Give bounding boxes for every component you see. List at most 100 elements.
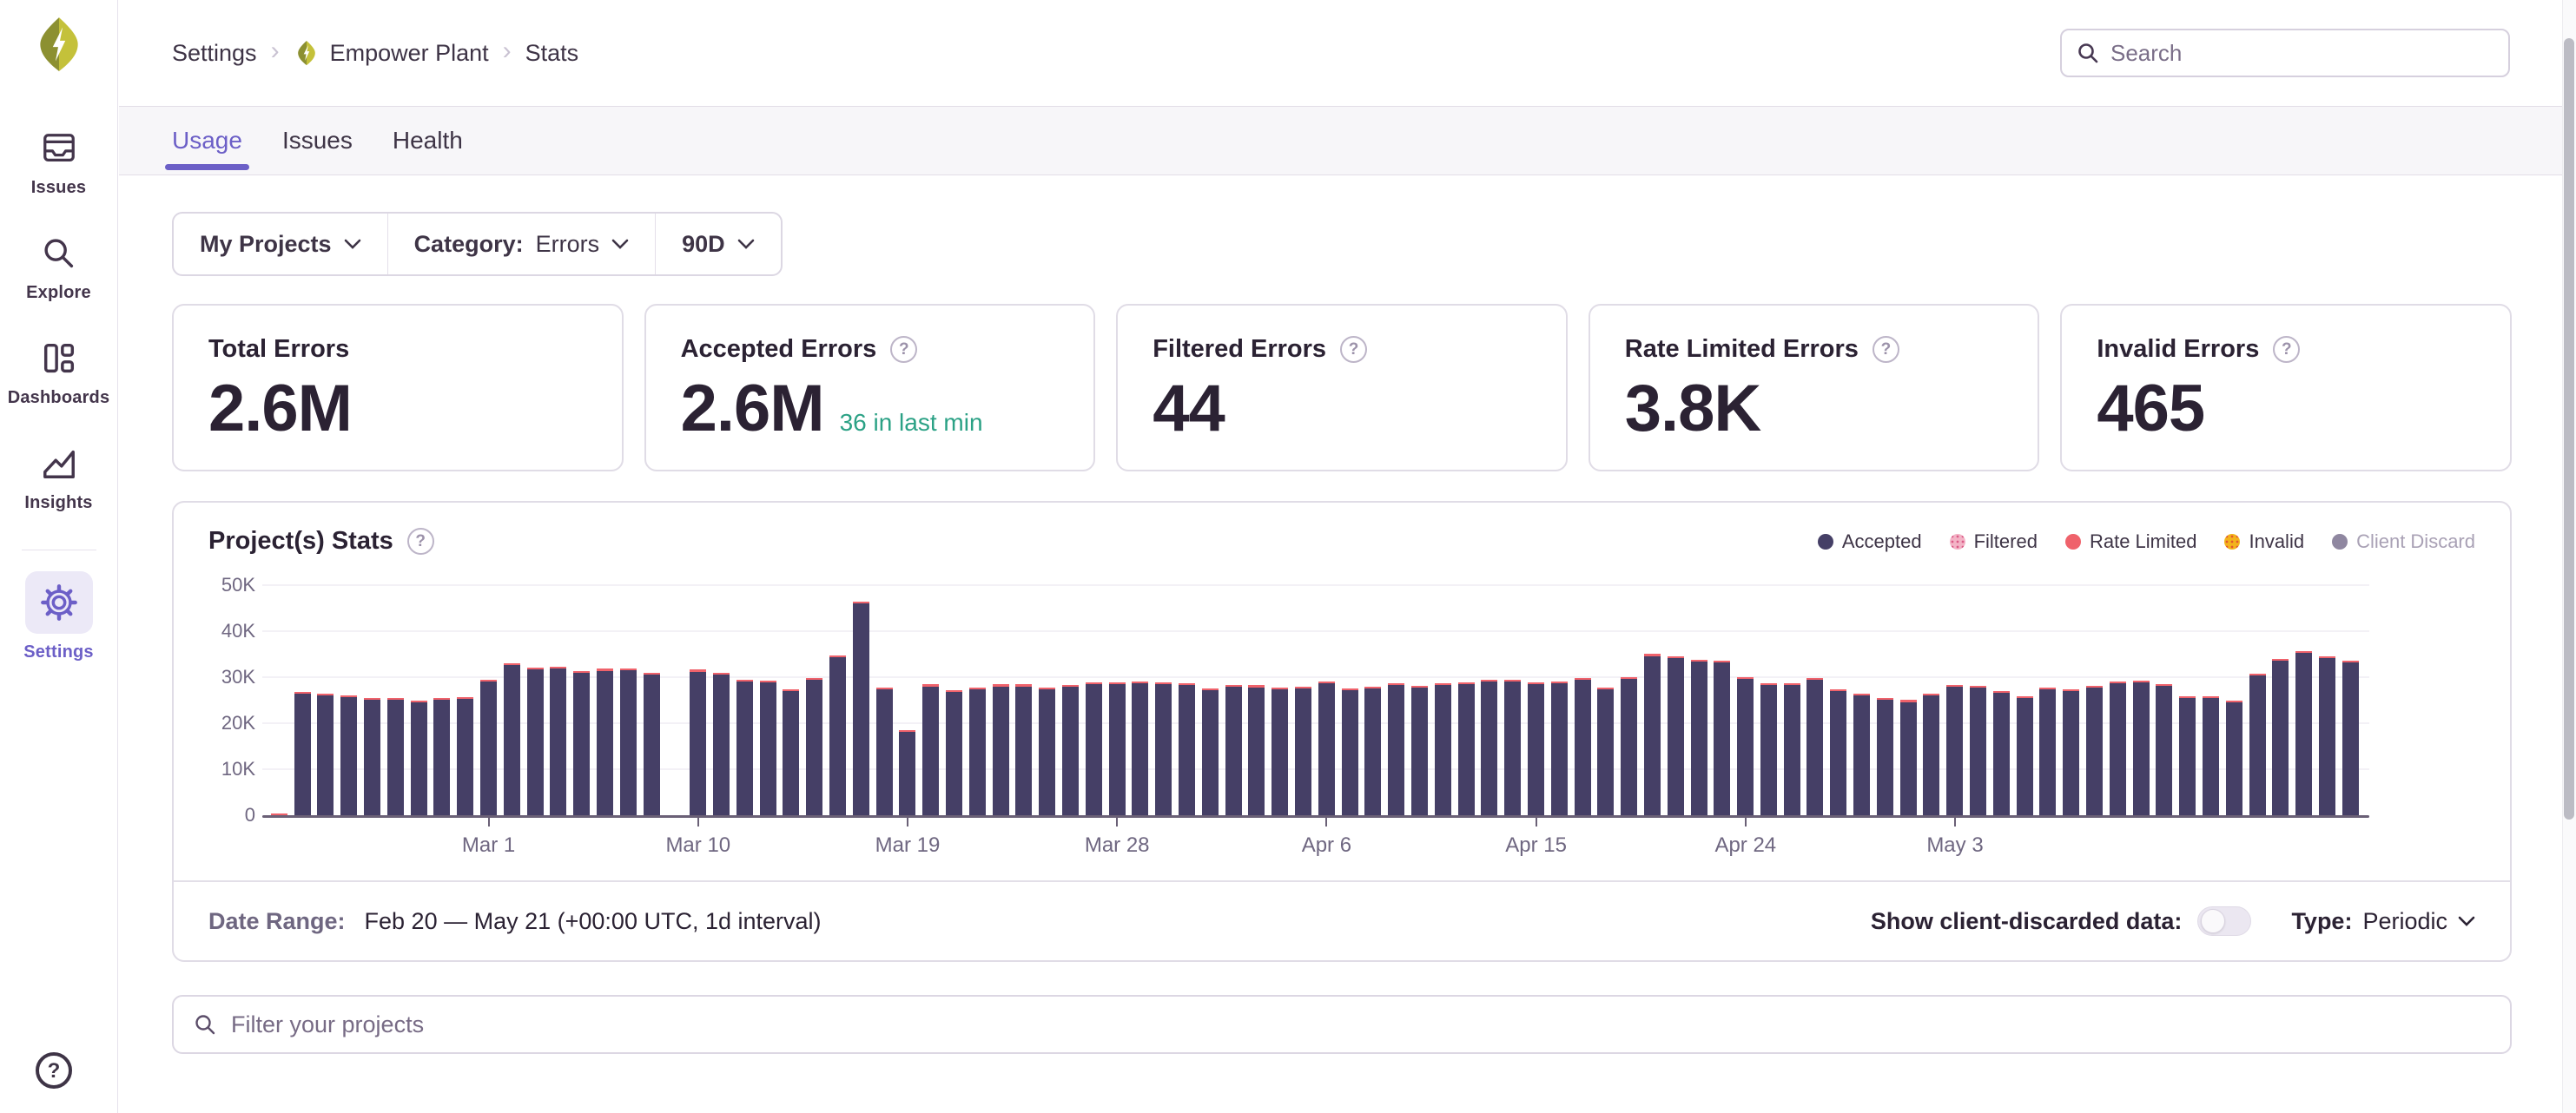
chart-bar[interactable] <box>1039 688 1056 816</box>
chart-bar[interactable] <box>2156 683 2173 816</box>
tab-usage[interactable]: Usage <box>165 107 249 175</box>
chart-bar[interactable] <box>1155 682 1172 816</box>
chart-bar[interactable] <box>1667 656 1684 816</box>
legend-item-client-discard[interactable]: Client Discard <box>2332 530 2475 553</box>
chart-bar[interactable] <box>457 697 474 816</box>
chart-bar[interactable] <box>2249 673 2266 816</box>
chart-bar[interactable] <box>1992 690 2010 816</box>
chart-bar[interactable] <box>643 672 660 816</box>
help-button[interactable]: ? <box>31 1048 76 1097</box>
chart-bar[interactable] <box>1643 654 1661 816</box>
chart-bar[interactable] <box>1457 682 1475 816</box>
chart-bar[interactable] <box>1550 681 1568 816</box>
chart-bar[interactable] <box>968 687 986 816</box>
chart-bar[interactable] <box>1853 694 1871 816</box>
chart-bar[interactable] <box>2179 696 2196 816</box>
chart-bar[interactable] <box>526 668 544 816</box>
chart-bar[interactable] <box>410 700 427 816</box>
tab-health[interactable]: Health <box>393 107 463 175</box>
sidebar-item-insights[interactable]: Insights <box>0 443 117 513</box>
chart-bar[interactable] <box>294 691 311 816</box>
chart-bar[interactable] <box>1527 682 1544 816</box>
chart-bar[interactable] <box>783 688 800 816</box>
help-icon[interactable]: ? <box>1872 336 1899 363</box>
help-icon[interactable]: ? <box>2273 336 2301 363</box>
chart-bar[interactable] <box>1504 679 1522 816</box>
chart-bar[interactable] <box>946 689 962 816</box>
chart-bar[interactable] <box>317 694 334 816</box>
type-dropdown[interactable]: Type: Periodic <box>2291 908 2475 935</box>
project-filter-input[interactable]: Filter your projects <box>172 995 2512 1054</box>
chart-bar[interactable] <box>1364 687 1382 816</box>
legend-item-invalid[interactable]: Invalid <box>2224 530 2304 553</box>
sidebar-item-dashboards[interactable]: Dashboards <box>0 338 117 408</box>
chart-bar[interactable] <box>1248 685 1265 816</box>
chart-bar[interactable] <box>480 680 498 816</box>
chart-bar[interactable] <box>340 695 358 816</box>
chart-bar[interactable] <box>1178 683 1195 816</box>
chart-bar[interactable] <box>713 672 730 816</box>
chart-bar[interactable] <box>1597 688 1615 816</box>
chart-bar[interactable] <box>270 813 287 816</box>
chart-bar[interactable] <box>2109 681 2126 816</box>
global-search-input[interactable]: Search <box>2060 29 2510 77</box>
chart-bar[interactable] <box>829 655 847 816</box>
legend-item-rate-limited[interactable]: Rate Limited <box>2064 530 2196 553</box>
help-icon[interactable]: ? <box>1340 336 1368 363</box>
tab-issues[interactable]: Issues <box>282 107 353 175</box>
help-icon[interactable]: ? <box>890 336 918 363</box>
chart-bar[interactable] <box>2225 700 2242 816</box>
sidebar-item-issues[interactable]: Issues <box>0 128 117 198</box>
chart-bar[interactable] <box>433 697 451 816</box>
chart-bar[interactable] <box>1760 682 1777 816</box>
chart-bar[interactable] <box>2272 658 2289 816</box>
chart-bar[interactable] <box>1876 698 1893 816</box>
scrollbar-thumb[interactable] <box>2564 38 2574 820</box>
breadcrumb-settings[interactable]: Settings <box>172 39 257 66</box>
legend-item-accepted[interactable]: Accepted <box>1817 530 1922 553</box>
chart-bar[interactable] <box>1318 681 1335 816</box>
chart-bar[interactable] <box>1294 687 1311 816</box>
help-icon[interactable]: ? <box>406 528 434 555</box>
chart-bar[interactable] <box>1434 682 1451 816</box>
chart-bar[interactable] <box>1410 686 1428 816</box>
chart-bar[interactable] <box>1830 688 1847 816</box>
chart-bar[interactable] <box>1574 678 1591 816</box>
period-dropdown[interactable]: 90D <box>655 214 781 274</box>
chart-bar[interactable] <box>573 670 591 816</box>
chart-bar[interactable] <box>922 684 940 816</box>
chart-bar[interactable] <box>875 687 893 816</box>
chart-bar[interactable] <box>2295 650 2313 816</box>
chart-bar[interactable] <box>899 729 916 816</box>
chart-bar[interactable] <box>1690 659 1707 816</box>
sidebar-item-explore[interactable]: Explore <box>0 233 117 303</box>
chart-bar[interactable] <box>736 680 753 816</box>
chart-bar[interactable] <box>1108 682 1126 816</box>
chart-bar[interactable] <box>1341 688 1358 816</box>
legend-item-filtered[interactable]: Filtered <box>1949 530 2038 553</box>
sidebar-item-settings[interactable]: Settings <box>0 571 117 662</box>
chart-bar[interactable] <box>1061 684 1079 816</box>
chart-bar[interactable] <box>1714 660 1731 816</box>
chart-bar[interactable] <box>1132 681 1149 816</box>
chart-bar[interactable] <box>2063 688 2080 816</box>
chart-bar[interactable] <box>597 668 614 816</box>
chart-bar[interactable] <box>386 698 404 816</box>
breadcrumb-organization[interactable]: Empower Plant <box>294 40 489 67</box>
chart-bar[interactable] <box>1946 684 1964 816</box>
chart-bar[interactable] <box>1783 682 1800 816</box>
chart-bar[interactable] <box>1015 684 1033 816</box>
chart-bar[interactable] <box>690 669 707 816</box>
chart-bar[interactable] <box>2132 680 2150 816</box>
chart-bar[interactable] <box>550 667 567 816</box>
chart-bar[interactable] <box>1271 687 1289 816</box>
category-dropdown[interactable]: Category: Errors <box>386 214 656 274</box>
chart-bar[interactable] <box>2016 696 2033 816</box>
chart-bar[interactable] <box>2039 688 2057 816</box>
page-scrollbar[interactable] <box>2562 0 2576 1113</box>
chart-bar[interactable] <box>992 684 1009 816</box>
chart-bar[interactable] <box>503 663 520 816</box>
chart-bar[interactable] <box>1737 676 1754 816</box>
chart-bar[interactable] <box>1085 682 1102 816</box>
chart-bar[interactable] <box>1201 688 1219 816</box>
